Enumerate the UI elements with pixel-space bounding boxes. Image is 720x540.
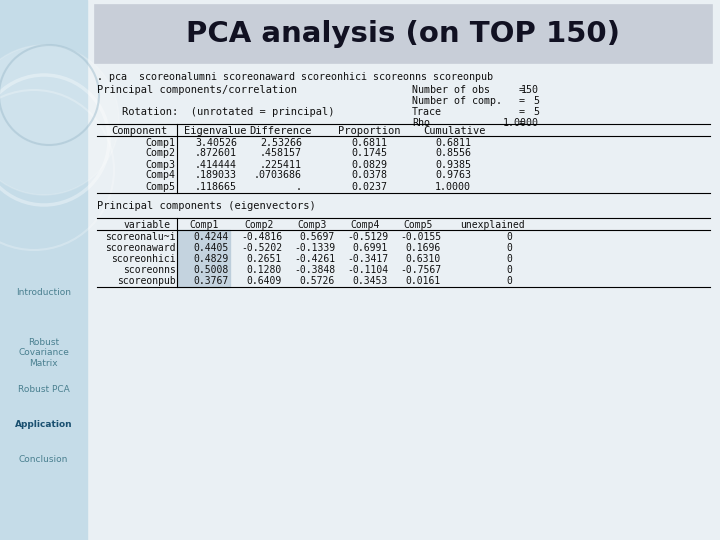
Text: scoreonaward: scoreonaward: [106, 243, 176, 253]
Text: -0.1339: -0.1339: [294, 243, 335, 253]
Text: .0703686: .0703686: [254, 171, 302, 180]
Text: PCA analysis (on TOP 150): PCA analysis (on TOP 150): [186, 20, 621, 48]
Text: 1.0000: 1.0000: [503, 118, 539, 128]
Text: 0.2651: 0.2651: [247, 254, 282, 264]
Text: 0.1745: 0.1745: [351, 148, 387, 159]
Text: Trace: Trace: [412, 107, 442, 117]
Text: -0.1104: -0.1104: [347, 265, 388, 275]
Text: Comp4: Comp4: [351, 220, 379, 230]
Text: Robust PCA: Robust PCA: [17, 385, 69, 394]
Text: -0.4261: -0.4261: [294, 254, 335, 264]
Bar: [95, 5, 712, 63]
Text: 0.0237: 0.0237: [351, 181, 387, 192]
Text: scoreonalu~i: scoreonalu~i: [106, 232, 176, 242]
Text: =: =: [519, 107, 525, 117]
Text: scoreonns: scoreonns: [123, 265, 176, 275]
Text: Comp2: Comp2: [145, 148, 175, 159]
Text: Robust
Covariance
Matrix: Robust Covariance Matrix: [18, 338, 69, 368]
Text: unexplained: unexplained: [459, 220, 524, 230]
Text: 0.6811: 0.6811: [351, 138, 387, 147]
Text: Conclusion: Conclusion: [19, 455, 68, 464]
Text: Comp1: Comp1: [189, 220, 219, 230]
Text: 0.0829: 0.0829: [351, 159, 387, 170]
Text: 0.6409: 0.6409: [247, 276, 282, 286]
Text: Principal components (eigenvectors): Principal components (eigenvectors): [97, 201, 316, 211]
Text: Comp2: Comp2: [244, 220, 274, 230]
Text: 0: 0: [506, 254, 512, 264]
Text: .458157: .458157: [260, 148, 302, 159]
Text: =: =: [519, 85, 525, 95]
Text: . pca  scoreonalumni scoreonaward scoreonhici scoreonns scoreonpub: . pca scoreonalumni scoreonaward scoreon…: [97, 72, 493, 82]
Text: 0.6310: 0.6310: [406, 254, 441, 264]
Text: =: =: [519, 118, 525, 128]
Text: -0.3848: -0.3848: [294, 265, 335, 275]
Text: -0.5202: -0.5202: [241, 243, 282, 253]
Text: 0.6991: 0.6991: [353, 243, 388, 253]
Text: Application: Application: [14, 420, 72, 429]
Text: 0.1696: 0.1696: [406, 243, 441, 253]
Bar: [0, 0, 87, 540]
Text: Rho: Rho: [412, 118, 430, 128]
Text: 0.4405: 0.4405: [194, 243, 229, 253]
Text: .189033: .189033: [195, 171, 237, 180]
Bar: [178, 230, 230, 287]
Text: Proportion: Proportion: [338, 125, 400, 136]
Text: scoreonpub: scoreonpub: [117, 276, 176, 286]
Text: 0.8556: 0.8556: [435, 148, 471, 159]
Text: Number of obs: Number of obs: [412, 85, 490, 95]
Text: Component: Component: [111, 125, 167, 136]
Circle shape: [0, 45, 119, 195]
Text: 0.5008: 0.5008: [194, 265, 229, 275]
Text: Comp1: Comp1: [145, 138, 175, 147]
Text: 3.40526: 3.40526: [195, 138, 237, 147]
Text: .225411: .225411: [260, 159, 302, 170]
Text: Principal components/correlation: Principal components/correlation: [97, 85, 297, 95]
Text: Comp3: Comp3: [297, 220, 327, 230]
Text: variable: variable: [124, 220, 171, 230]
Text: 0.5726: 0.5726: [300, 276, 335, 286]
Text: 0: 0: [506, 243, 512, 253]
Text: Comp5: Comp5: [403, 220, 433, 230]
Text: Introduction: Introduction: [16, 288, 71, 297]
Text: .: .: [296, 181, 302, 192]
Text: 0.9385: 0.9385: [435, 159, 471, 170]
Text: 0.9763: 0.9763: [435, 171, 471, 180]
Text: Comp5: Comp5: [145, 181, 175, 192]
Text: Difference: Difference: [248, 125, 311, 136]
Text: 0: 0: [506, 276, 512, 286]
Text: -0.4816: -0.4816: [241, 232, 282, 242]
Text: 5: 5: [533, 107, 539, 117]
Text: 0.0378: 0.0378: [351, 171, 387, 180]
Text: Cumulative: Cumulative: [424, 125, 486, 136]
Text: -0.0155: -0.0155: [400, 232, 441, 242]
Text: scoreonhici: scoreonhici: [112, 254, 176, 264]
Text: 0.4244: 0.4244: [194, 232, 229, 242]
Text: 0.5697: 0.5697: [300, 232, 335, 242]
Text: 5: 5: [533, 96, 539, 106]
Text: 2.53266: 2.53266: [260, 138, 302, 147]
Text: Rotation:  (unrotated = principal): Rotation: (unrotated = principal): [97, 107, 335, 117]
Text: Eigenvalue: Eigenvalue: [184, 125, 246, 136]
Text: 0.4829: 0.4829: [194, 254, 229, 264]
Text: 0.3453: 0.3453: [353, 276, 388, 286]
Text: .118665: .118665: [195, 181, 237, 192]
Text: 0: 0: [506, 232, 512, 242]
Text: .414444: .414444: [195, 159, 237, 170]
Text: .872601: .872601: [195, 148, 237, 159]
Text: Comp4: Comp4: [145, 171, 175, 180]
Text: Comp3: Comp3: [145, 159, 175, 170]
Text: 0.0161: 0.0161: [406, 276, 441, 286]
Text: -0.5129: -0.5129: [347, 232, 388, 242]
Text: 0.3767: 0.3767: [194, 276, 229, 286]
Text: 0: 0: [506, 265, 512, 275]
Bar: [87, 0, 720, 540]
Text: 1.0000: 1.0000: [435, 181, 471, 192]
Text: 0.6811: 0.6811: [435, 138, 471, 147]
Text: 150: 150: [521, 85, 539, 95]
Text: Number of comp.: Number of comp.: [412, 96, 502, 106]
Text: =: =: [519, 96, 525, 106]
Text: 0.1280: 0.1280: [247, 265, 282, 275]
Text: -0.7567: -0.7567: [400, 265, 441, 275]
Text: -0.3417: -0.3417: [347, 254, 388, 264]
